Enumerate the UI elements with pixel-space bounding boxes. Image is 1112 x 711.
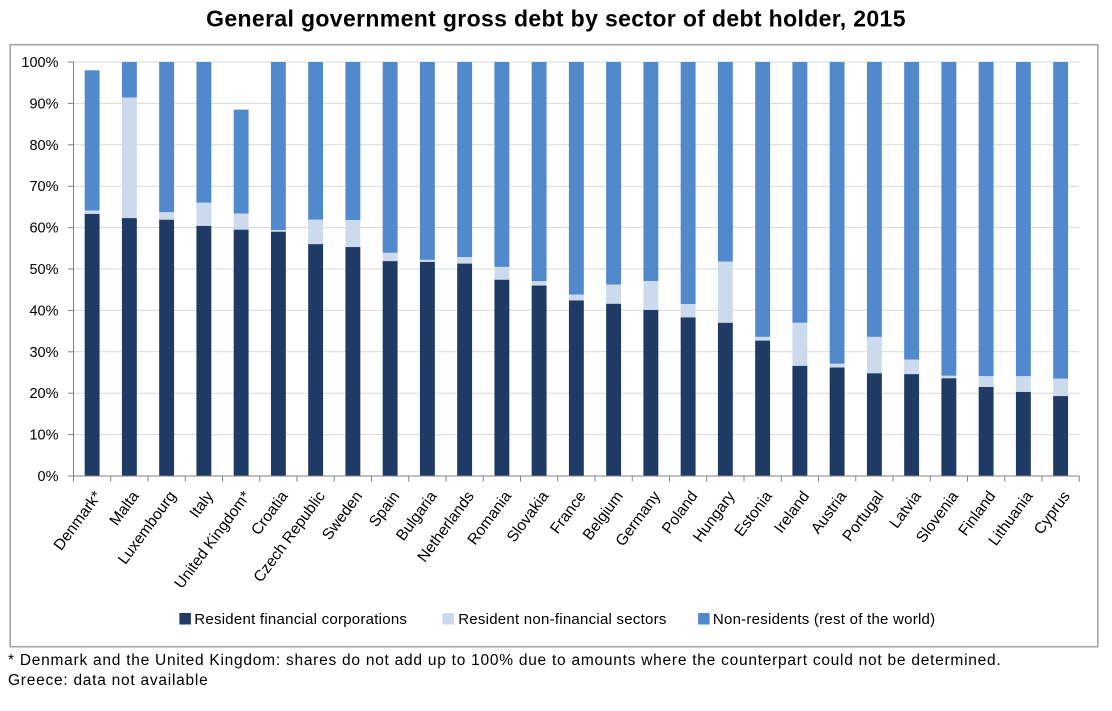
svg-text:10%: 10% <box>29 428 58 444</box>
svg-text:50%: 50% <box>29 262 58 278</box>
svg-text:Greece: data not available: Greece: data not available <box>8 672 208 689</box>
svg-text:General government gross debt: General government gross debt by sector … <box>206 5 906 31</box>
svg-text:60%: 60% <box>29 221 58 237</box>
svg-text:100%: 100% <box>21 55 58 71</box>
svg-text:90%: 90% <box>29 96 58 112</box>
svg-text:0%: 0% <box>38 469 59 485</box>
svg-text:80%: 80% <box>29 138 58 154</box>
svg-text:Resident financial corporation: Resident financial corporations <box>194 611 407 628</box>
svg-text:40%: 40% <box>29 303 58 319</box>
svg-text:Non-residents (rest of the wor: Non-residents (rest of the world) <box>713 611 936 628</box>
svg-text:20%: 20% <box>29 386 58 402</box>
svg-text:30%: 30% <box>29 345 58 361</box>
svg-text:* Denmark and the United Kingd: * Denmark and the United Kingdom: shares… <box>8 652 1001 669</box>
svg-text:70%: 70% <box>29 179 58 195</box>
svg-text:Resident non-financial sectors: Resident non-financial sectors <box>458 611 666 628</box>
